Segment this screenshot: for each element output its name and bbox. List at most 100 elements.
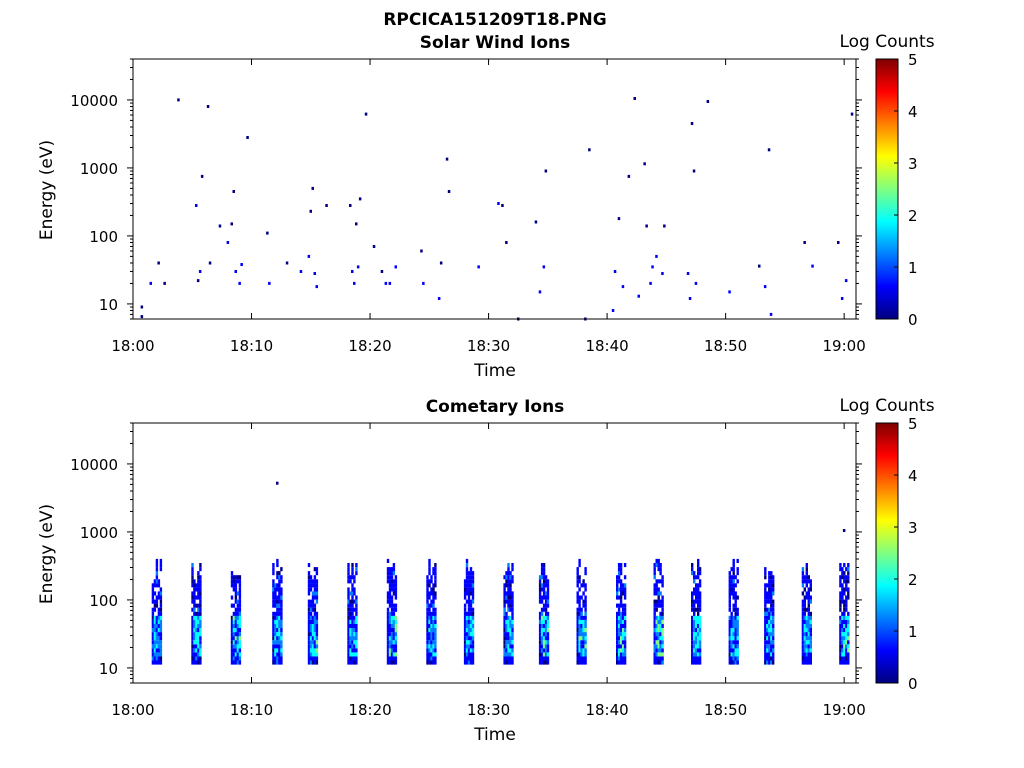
heatmap-cell <box>544 591 548 596</box>
heatmap-cell <box>428 636 431 641</box>
heatmap-cell <box>839 567 842 572</box>
heatmap-cell <box>692 169 696 173</box>
heatmap-cell <box>732 607 735 612</box>
colorbar-tick-label: 1 <box>908 623 918 641</box>
heatmap-cell <box>159 591 163 596</box>
heatmap-cell <box>584 640 587 645</box>
heatmap-cell <box>580 656 583 661</box>
heatmap-cell <box>538 615 542 620</box>
heatmap-cell <box>315 656 319 661</box>
heatmap-cell <box>315 615 319 620</box>
heatmap-cell <box>434 636 437 641</box>
heatmap-cell <box>390 623 394 628</box>
heatmap-cell <box>278 575 281 580</box>
heatmap-cell <box>465 652 469 657</box>
heatmap-cell <box>507 567 510 572</box>
heatmap-cell <box>688 297 692 300</box>
heatmap-cell <box>432 632 435 637</box>
heatmap-cell <box>503 623 506 628</box>
heatmap-cell <box>238 644 242 649</box>
heatmap-cell <box>619 595 623 600</box>
heatmap-cell <box>309 644 313 649</box>
heatmap-cell <box>199 648 202 653</box>
heatmap-cell <box>280 587 283 592</box>
heatmap-cell <box>540 640 544 645</box>
heatmap-cell <box>315 587 319 592</box>
heatmap-cell <box>691 656 694 661</box>
heatmap-cell <box>732 591 735 596</box>
heatmap-cell <box>276 656 279 661</box>
heatmap-cell <box>732 579 735 584</box>
heatmap-cell <box>540 656 544 661</box>
heatmap-cell <box>386 619 390 624</box>
heatmap-cell <box>805 567 808 572</box>
heatmap-cell <box>847 628 850 633</box>
heatmap-cell <box>616 615 619 620</box>
heatmap-cell <box>509 660 512 665</box>
heatmap-cell <box>845 607 848 612</box>
x-axis-label: Time <box>473 361 516 381</box>
heatmap-cell <box>272 619 275 624</box>
heatmap-cell <box>230 623 234 628</box>
heatmap-cell <box>580 595 583 600</box>
heatmap-cell <box>839 636 842 641</box>
heatmap-cell <box>195 628 198 633</box>
y-tick-label: 10000 <box>70 92 118 110</box>
heatmap-cell <box>693 603 696 608</box>
heatmap-cell <box>463 656 467 661</box>
heatmap-cell <box>238 599 242 604</box>
heatmap-cell <box>801 571 805 576</box>
heatmap-cell <box>803 587 806 592</box>
heatmap-cell <box>234 656 238 661</box>
heatmap-cell <box>509 656 512 661</box>
heatmap-cell <box>232 652 236 657</box>
x-tick-label: 18:30 <box>467 701 510 719</box>
heatmap-cell <box>311 591 315 596</box>
heatmap-cell <box>199 611 202 616</box>
heatmap-cell <box>801 603 805 608</box>
heatmap-cell <box>621 648 625 653</box>
heatmap-cell <box>307 656 311 661</box>
heatmap-cell <box>355 595 358 600</box>
heatmap-cell <box>616 660 619 665</box>
heatmap-cell <box>388 623 392 628</box>
heatmap-cell <box>653 615 656 620</box>
heatmap-cell <box>542 579 546 584</box>
heatmap-cell <box>511 632 514 637</box>
heatmap-cell <box>193 595 196 600</box>
heatmap-cell <box>465 583 469 588</box>
heatmap-cell <box>805 615 808 620</box>
heatmap-cell <box>463 611 467 616</box>
heatmap-cell <box>693 607 696 612</box>
heatmap-cell <box>732 660 735 665</box>
heatmap-cell <box>199 603 202 608</box>
heatmap-cell <box>153 579 157 584</box>
heatmap-cell <box>809 599 812 604</box>
heatmap-cell <box>546 636 550 641</box>
heatmap-cell <box>839 623 842 628</box>
heatmap-cell <box>274 628 277 633</box>
heatmap-cell <box>657 619 660 624</box>
heatmap-cell <box>278 583 281 588</box>
heatmap-cell <box>155 575 159 580</box>
heatmap-cell <box>582 640 585 645</box>
heatmap-cell <box>159 607 163 612</box>
heatmap-cell <box>697 615 700 620</box>
heatmap-cell <box>311 640 315 645</box>
heatmap-cell <box>191 583 194 588</box>
heatmap-cell <box>272 623 275 628</box>
heatmap-cell <box>230 579 234 584</box>
heatmap-cell <box>803 652 806 657</box>
heatmap-cell <box>193 628 196 633</box>
heatmap-cell <box>426 636 429 641</box>
heatmap-cell <box>347 563 350 568</box>
heatmap-cell <box>845 575 848 580</box>
heatmap-cell <box>276 611 279 616</box>
heatmap-cell <box>655 607 658 612</box>
heatmap-cell <box>199 587 202 592</box>
heatmap-cell <box>839 607 842 612</box>
heatmap-cell <box>266 231 269 235</box>
heatmap-cell <box>394 579 398 584</box>
heatmap-cell <box>193 587 196 592</box>
heatmap-cell <box>698 623 702 628</box>
